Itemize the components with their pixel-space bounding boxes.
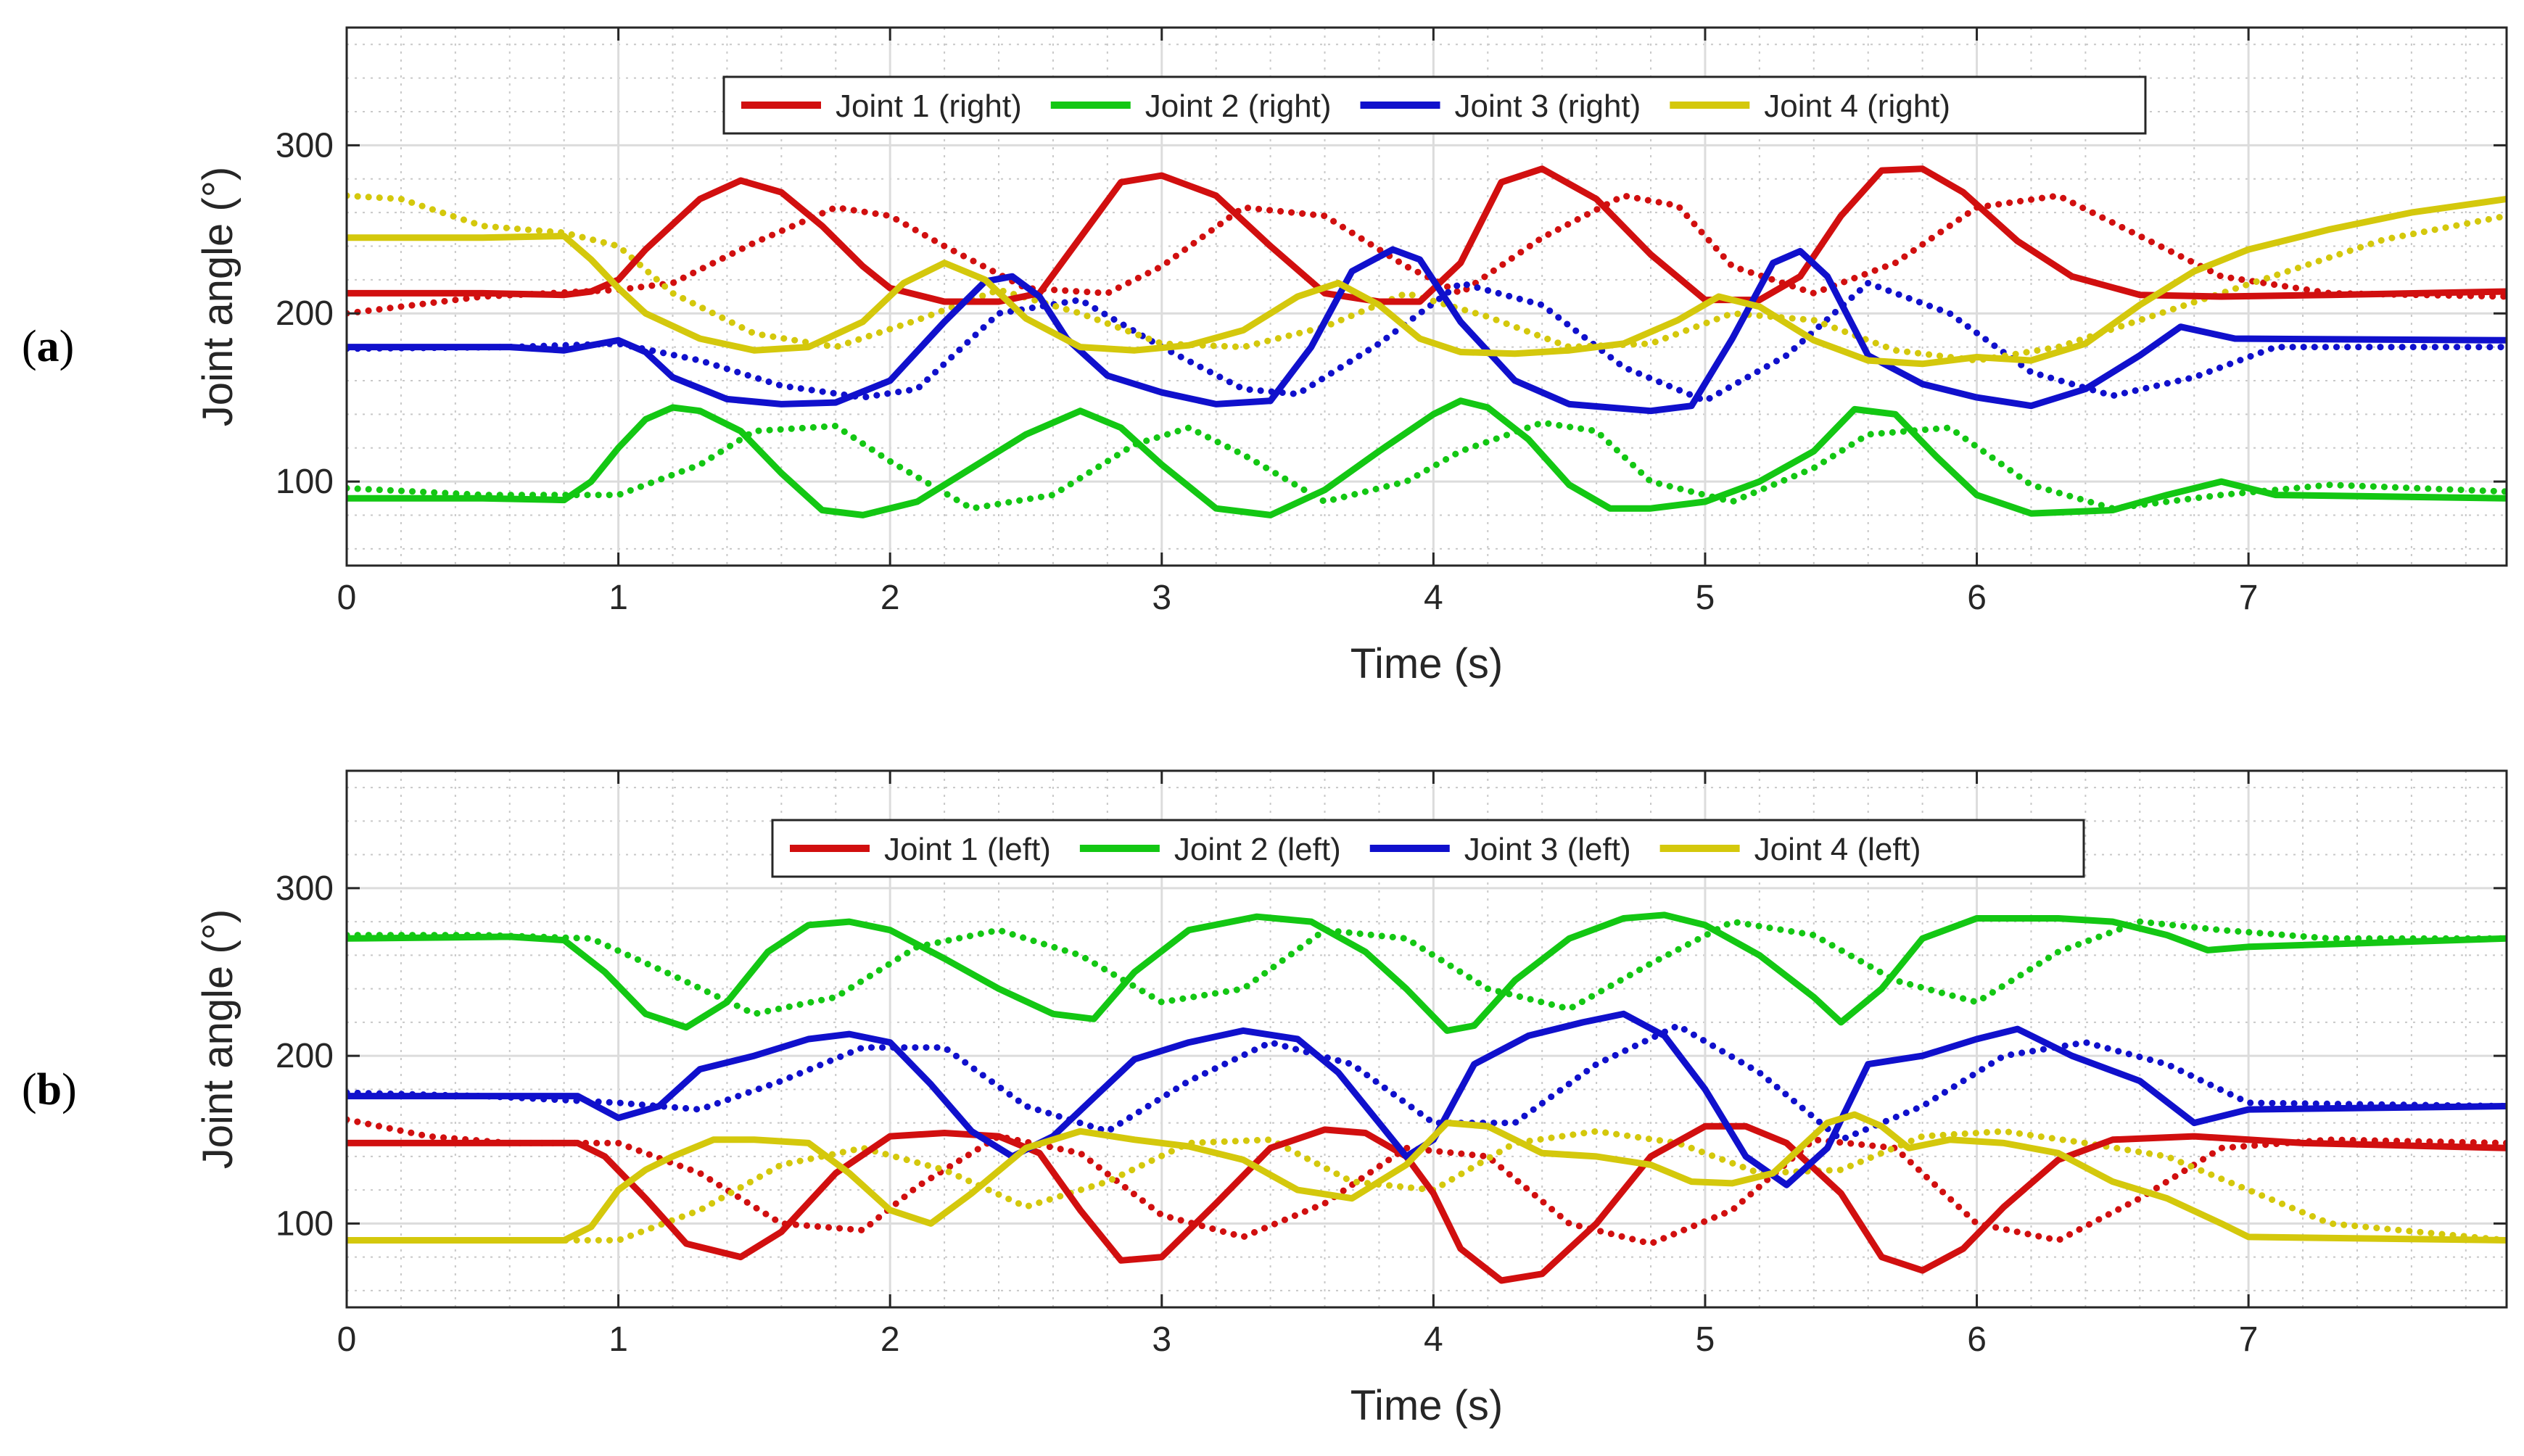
panel-label: (b) <box>22 1065 77 1114</box>
axes-box <box>345 769 2508 1309</box>
x-tick-label: 0 <box>337 579 357 617</box>
y-tick-label: 100 <box>276 463 334 501</box>
series-line-joint-3-left-reference <box>347 1022 2507 1143</box>
panel-label-close: ) <box>62 1065 77 1114</box>
legend-label: Joint 4 (left) <box>1754 832 1921 867</box>
x-tick-label: 6 <box>1967 1320 1987 1359</box>
x-tick-label: 2 <box>880 579 900 617</box>
panel-label-open: ( <box>22 1065 37 1114</box>
panel-label-close: ) <box>59 322 75 371</box>
chart-panel-b: 0 1 2 3 4 5 6 7 100 200 300 Time (s) Joint angle (°)… <box>22 769 2508 1429</box>
legend-label: Joint 2 (right) <box>1145 88 1332 124</box>
series-line-joint-2-left <box>347 911 2507 1034</box>
y-tick-label: 100 <box>276 1204 334 1243</box>
legend-label: Joint 3 (right) <box>1455 88 1641 124</box>
series-group <box>347 165 2507 518</box>
x-tick-label: 7 <box>2239 579 2259 617</box>
x-tick-label: 1 <box>609 1320 628 1359</box>
series-line-joint-1-right <box>347 165 2507 305</box>
legend-label: Joint 4 (right) <box>1764 88 1950 124</box>
x-tick-label: 4 <box>1424 1320 1443 1359</box>
x-tick-label: 4 <box>1424 579 1443 617</box>
x-tick-label: 3 <box>1152 1320 1171 1359</box>
panel-label-open: ( <box>22 322 37 371</box>
legend-label: Joint 3 (left) <box>1464 832 1631 867</box>
panel-label: (a) <box>22 322 74 371</box>
x-tick-label: 3 <box>1152 579 1171 617</box>
x-axis-label: Time (s) <box>1350 1382 1503 1429</box>
series-line-joint-4-right <box>347 196 2507 368</box>
x-tick-label: 5 <box>1696 579 1715 617</box>
y-axis-label: Joint angle (°) <box>194 167 242 426</box>
y-tick-label: 200 <box>276 294 334 333</box>
y-axis-label: Joint angle (°) <box>194 909 242 1169</box>
legend-label: Joint 1 (left) <box>884 832 1051 867</box>
x-axis-label: Time (s) <box>1350 640 1503 687</box>
panel-label-letter: a <box>37 322 59 371</box>
chart-panel-a: 0 1 2 3 4 5 6 7 100 200 300 Time (s) Joint angle (°)… <box>22 26 2508 687</box>
series-line-joint-2-left-reference <box>347 918 2507 1017</box>
series-line-joint-1-left <box>347 1122 2507 1284</box>
legend: Joint 1 (left) Joint 2 (left) Joint 3 (lef… <box>771 819 2085 878</box>
series-line-joint-2-right <box>347 397 2507 518</box>
x-tick-label: 1 <box>609 579 628 617</box>
x-tick-label: 6 <box>1967 579 1987 617</box>
series-line-joint-2-right-reference <box>347 419 2507 512</box>
y-tick-label: 300 <box>276 126 334 165</box>
panel-label-letter: b <box>37 1065 62 1114</box>
x-tick-label: 7 <box>2239 1320 2259 1359</box>
series-line-joint-3-right <box>347 246 2507 415</box>
legend: Joint 1 (right) Joint 2 (right) Joint 3 (r… <box>722 75 2147 135</box>
y-tick-label: 300 <box>276 869 334 908</box>
series-line-joint-3-left <box>347 1010 2507 1188</box>
x-tick-label: 0 <box>337 1320 357 1359</box>
series-group <box>347 911 2507 1284</box>
legend-label: Joint 2 (left) <box>1174 832 1341 867</box>
axes-box <box>345 26 2508 567</box>
x-tick-label: 5 <box>1696 1320 1715 1359</box>
series-line-joint-3-right-reference <box>347 279 2507 405</box>
x-tick-label: 2 <box>880 1320 900 1359</box>
grid <box>345 771 2507 1307</box>
y-tick-label: 200 <box>276 1037 334 1075</box>
series-line-joint-1-right-reference <box>347 192 2507 317</box>
series-line-joint-4-left <box>347 1111 2507 1244</box>
legend-label: Joint 1 (right) <box>836 88 1022 124</box>
